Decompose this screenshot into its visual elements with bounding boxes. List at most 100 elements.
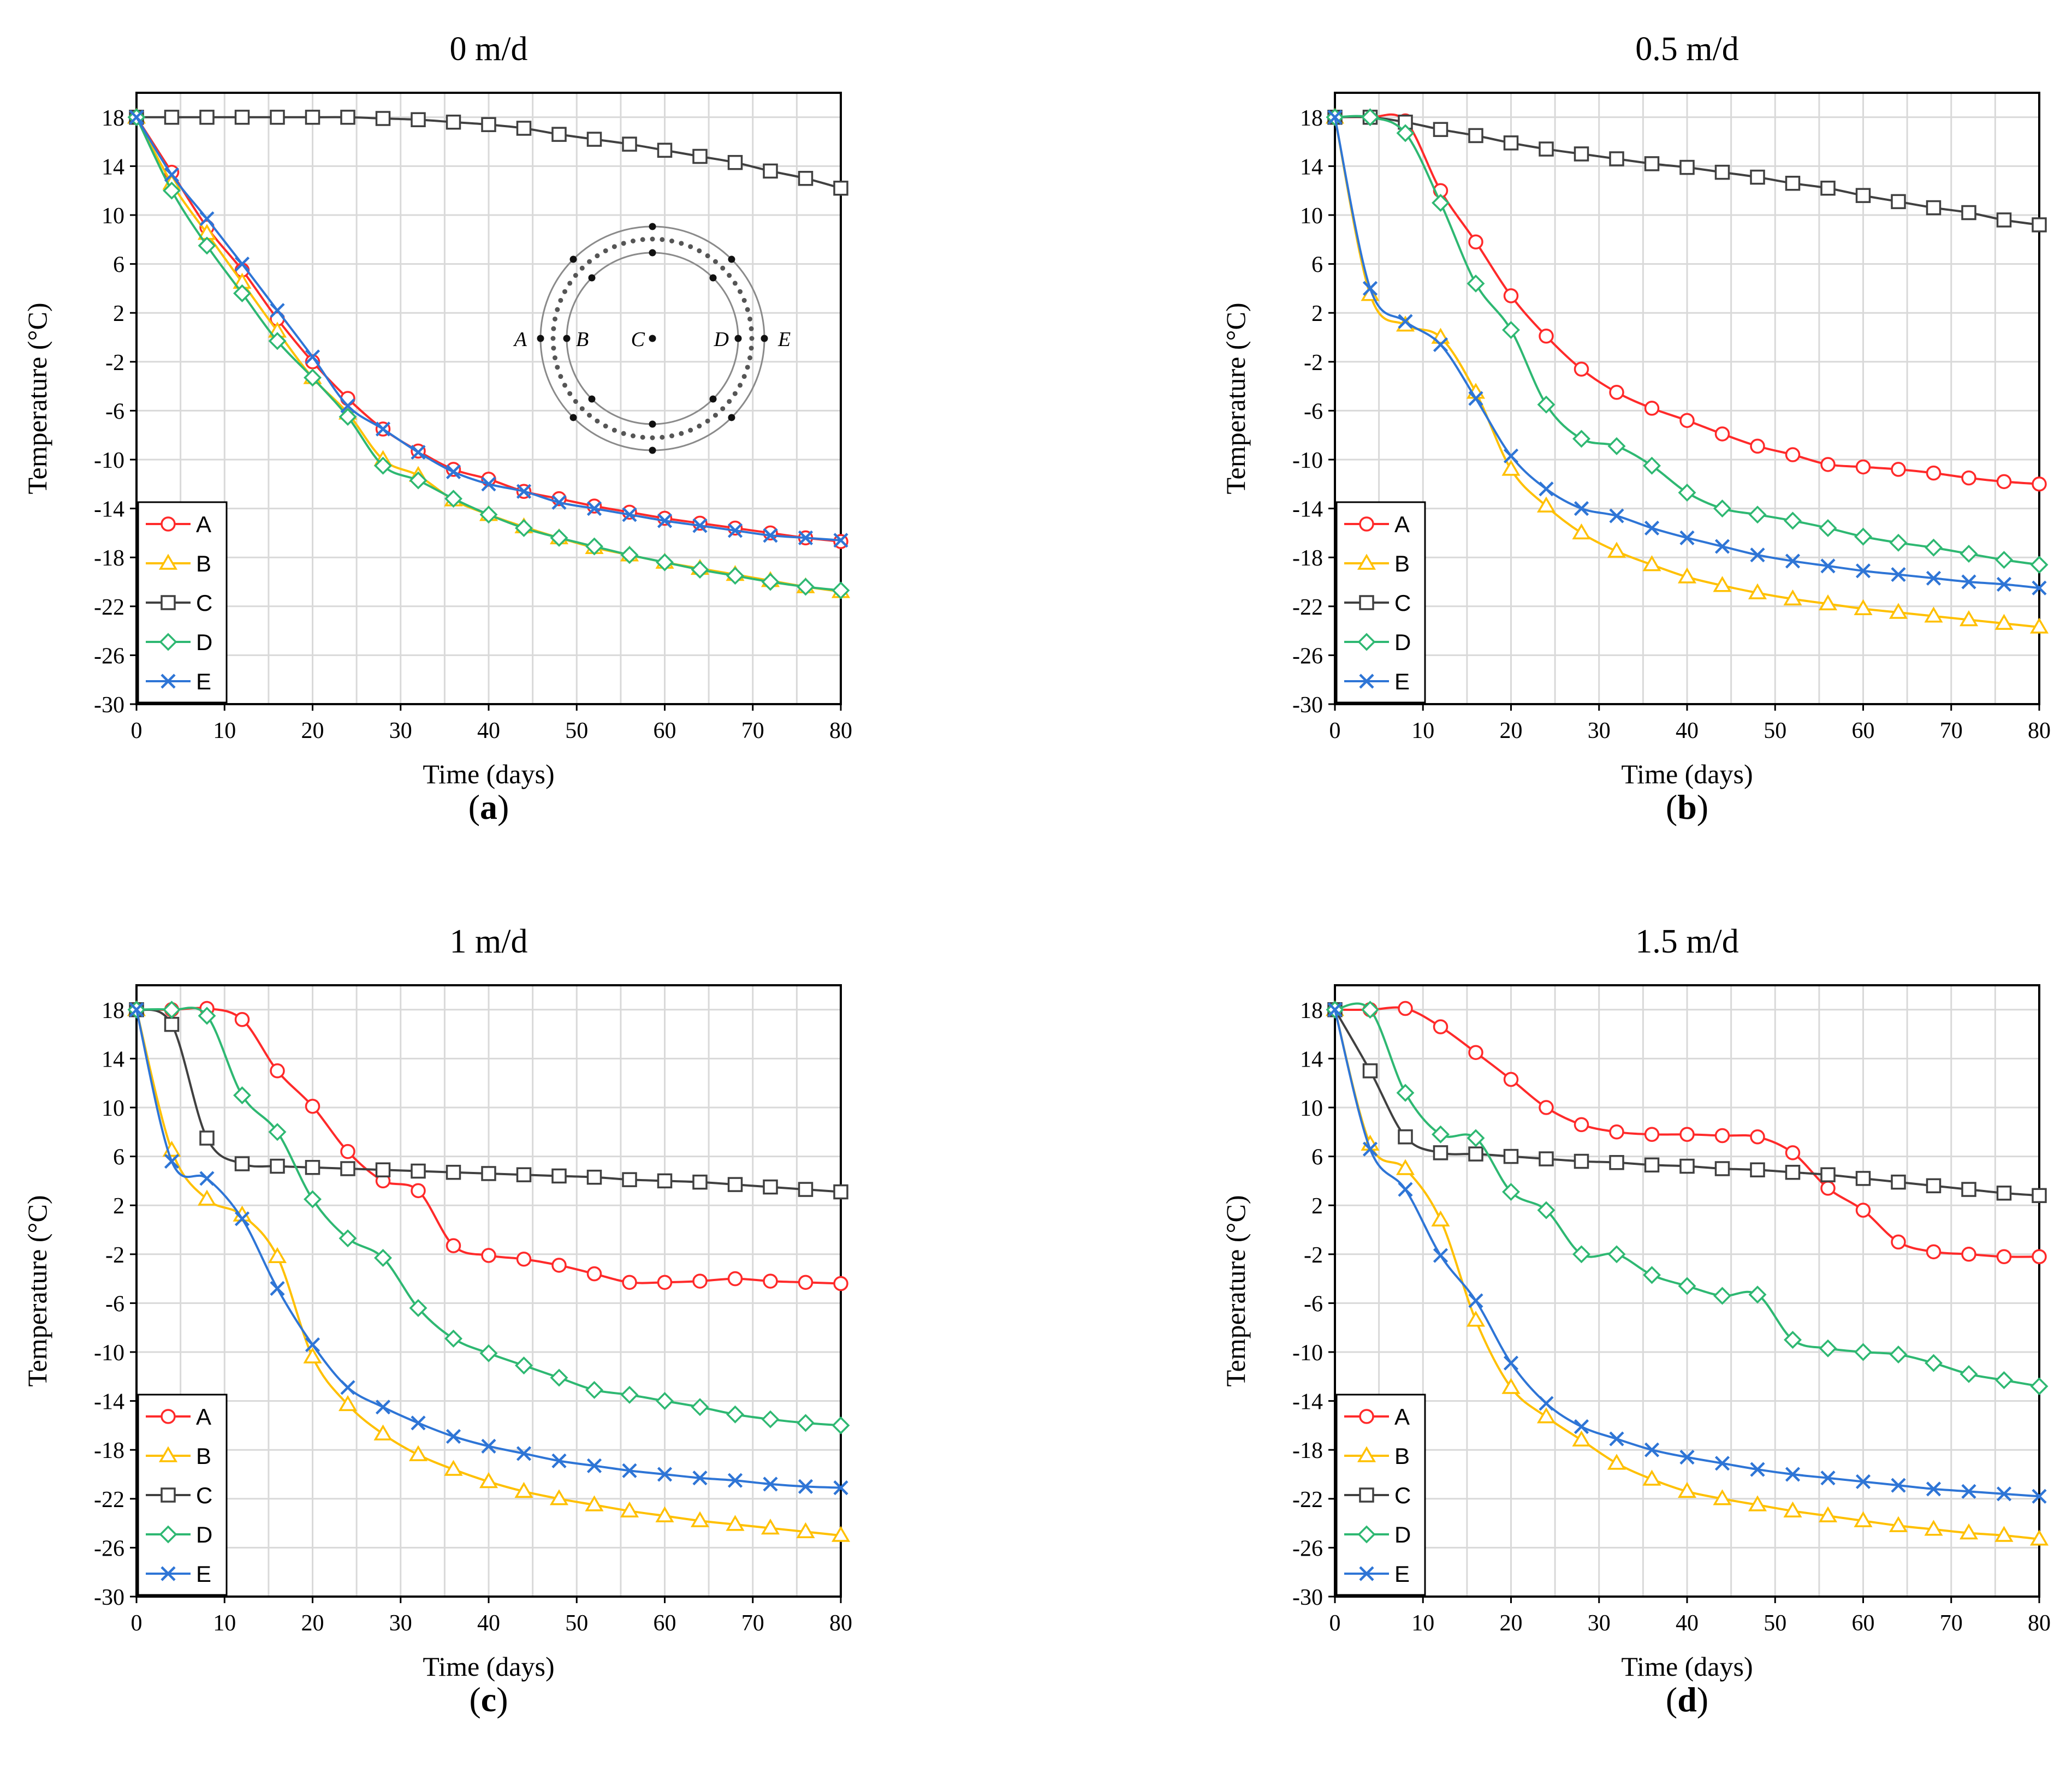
data-point-e [1327, 1002, 1343, 1017]
data-point-e [164, 1153, 180, 1169]
chart-panel-d: 1.5 m/d 0 10 20 30 40 50 60 70 80 18 14 10 6 2 -2 -6 -10 -… [1198, 892, 2072, 1744]
legend-item-a: A [146, 511, 211, 537]
legend-marker [159, 633, 177, 651]
measure-point [569, 255, 577, 263]
data-point-d [304, 1190, 322, 1208]
data-point-b [831, 1526, 851, 1542]
legend-item-d: D [1344, 1522, 1411, 1547]
freeze-pipe-dot [552, 316, 557, 322]
y-tick-label: -30 [94, 1585, 124, 1610]
x-tick-label: 30 [1588, 718, 1611, 743]
data-point-d [1995, 1371, 2013, 1389]
data-point-b [1536, 496, 1556, 513]
inset-label-d: D [714, 328, 729, 351]
legend-marker [161, 595, 176, 610]
x-tick-label: 80 [2028, 718, 2051, 743]
data-point-a [2032, 477, 2047, 492]
measure-point [734, 335, 742, 342]
legend-marker [161, 1487, 176, 1503]
y-tick-label: -22 [94, 1487, 124, 1513]
data-point-e [2032, 1489, 2047, 1504]
panel-caption: (d) [1666, 1680, 1708, 1719]
measure-point [709, 274, 717, 282]
data-point-b [268, 1247, 287, 1264]
y-tick-label: -30 [94, 693, 124, 718]
x-axis-label: Time (days) [1621, 759, 1753, 789]
data-point-b [1994, 614, 2014, 630]
y-tick-label: 6 [113, 253, 124, 278]
x-axis-label: Time (days) [423, 1651, 554, 1682]
data-point-c [1433, 122, 1448, 137]
freeze-pipe-dot [738, 289, 743, 294]
data-point-e [446, 464, 461, 479]
data-point-a [234, 1011, 250, 1027]
measure-point [537, 335, 544, 342]
legend-marker [158, 1446, 178, 1462]
data-point-e [516, 484, 532, 499]
data-point-d [1713, 499, 1731, 518]
data-point-a [727, 520, 743, 536]
data-point-b [479, 1472, 498, 1489]
legend-marker [161, 1409, 176, 1424]
y-tick-label: -14 [94, 1390, 124, 1415]
sensor-layout-diagram: A B C D E [513, 223, 791, 454]
measure-point [649, 223, 656, 230]
freeze-pipe-dot [650, 236, 655, 242]
data-point-d [1854, 1343, 1872, 1361]
data-point-e [1891, 1478, 1906, 1493]
y-tick-label: -26 [1292, 1536, 1323, 1561]
x-tick-label: 70 [741, 1611, 764, 1636]
data-point-d [1467, 274, 1485, 293]
data-point-a [763, 525, 778, 541]
data-point-a [798, 1275, 814, 1290]
data-point-e [375, 421, 391, 437]
data-point-d [198, 1007, 216, 1025]
y-tick-label: 14 [1300, 154, 1323, 180]
data-point-b [690, 1511, 710, 1527]
data-point-d [1502, 321, 1520, 340]
legend-item-b: B [146, 551, 211, 576]
data-point-c [622, 1172, 637, 1187]
freeze-pipe-dot [603, 424, 608, 429]
legend-label: A [1394, 511, 1410, 537]
data-point-d [304, 368, 322, 387]
data-point-e [164, 167, 180, 182]
data-point-e [1433, 337, 1448, 353]
data-point-b [1431, 1210, 1450, 1227]
data-point-e [1574, 501, 1589, 516]
freeze-pipe-dot [669, 433, 675, 439]
series-c [129, 1002, 848, 1200]
legend-label: A [196, 511, 211, 537]
data-point-e [551, 495, 567, 510]
y-tick-label: 2 [1311, 1194, 1323, 1219]
legend-marker [159, 1525, 177, 1544]
y-tick-label: 2 [1311, 301, 1323, 326]
freeze-pipe-dot [720, 406, 726, 412]
legend-marker [1359, 1487, 1374, 1503]
data-point-a [1891, 462, 1906, 477]
data-point-b [1889, 1516, 1908, 1532]
data-point-d [374, 456, 392, 475]
data-point-c [1714, 164, 1730, 180]
legend-marker [1357, 1446, 1376, 1462]
freeze-pipe-dot [640, 434, 645, 440]
data-point-b [197, 1189, 217, 1206]
data-point-a [1750, 1129, 1765, 1145]
legend-label: C [196, 1483, 212, 1508]
data-point-d [1607, 437, 1626, 455]
legend-label: A [1394, 1404, 1410, 1430]
data-point-c [1961, 1182, 1976, 1197]
y-tick-label: 6 [1311, 1145, 1323, 1170]
measure-point [709, 395, 717, 403]
data-point-d [656, 1392, 674, 1410]
x-tick-label: 30 [389, 718, 412, 743]
data-point-d [339, 408, 357, 426]
panel-caption: (c) [469, 1680, 508, 1719]
data-point-d [409, 1299, 428, 1317]
data-point-e [1961, 574, 1976, 590]
data-point-d [1361, 108, 1379, 127]
legend-item-c: C [146, 1483, 212, 1508]
data-point-e [727, 523, 743, 538]
x-tick-label: 30 [389, 1611, 412, 1636]
data-point-a [1820, 457, 1836, 472]
